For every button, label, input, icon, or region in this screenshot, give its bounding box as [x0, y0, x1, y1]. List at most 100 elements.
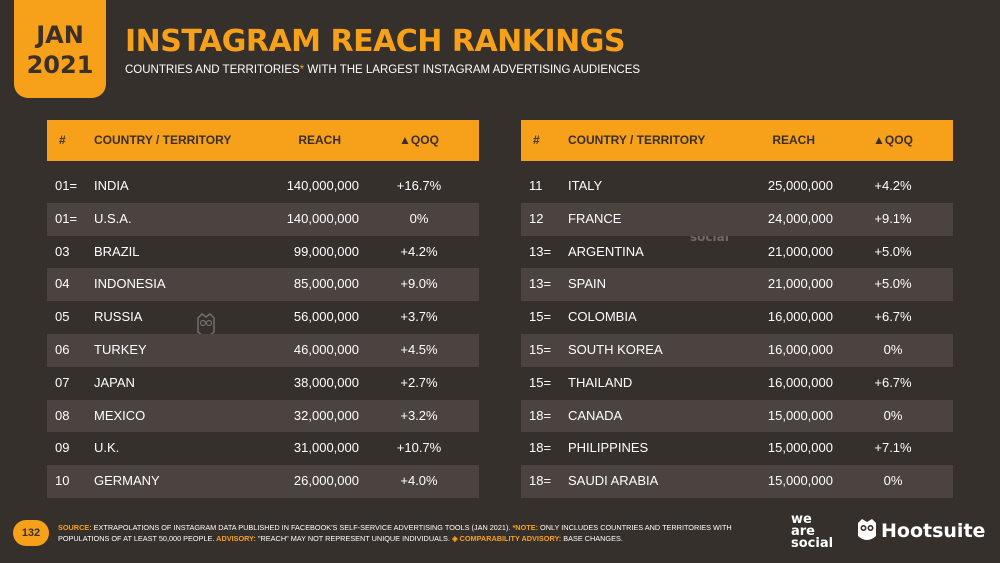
table-row: 01= INDIA 140,000,000 +16.7% [47, 170, 479, 203]
qoq-cell: +3.2% [400, 407, 438, 423]
country-cell: SAUDI ARABIA [568, 473, 659, 489]
table-body: 11 ITALY 25,000,000 +4.2% 12 FRANCE 24,000,000… [521, 170, 953, 498]
we-are-social-logo: we are social [791, 512, 834, 551]
table-row: 01= U.S.A. 140,000,000 0% [47, 202, 479, 236]
qoq-cell: +3.7% [400, 309, 438, 325]
country-cell: THAILAND [568, 374, 633, 390]
table-row: 18= SAUDI ARABIA 15,000,000 0% [521, 465, 953, 498]
qoq-cell: 0% [883, 407, 903, 423]
table-row: 09 U.K. 31,000,000 +10.7% [47, 432, 479, 465]
hootsuite-logo: Hootsuite [857, 518, 985, 544]
rank-cell: 04 [55, 276, 70, 292]
country-cell: JAPAN [94, 374, 135, 390]
owl-icon [858, 519, 876, 540]
reach-cell: 16,000,000 [767, 341, 833, 357]
rank-cell: 03 [55, 243, 70, 259]
table-header: # COUNTRY / TERRITORY REACH ▲QOQ [521, 120, 953, 161]
rank-cell: 18= [529, 440, 552, 456]
date-month: JAN [36, 21, 84, 49]
table-row: 18= CANADA 15,000,000 0% [521, 399, 953, 433]
hootsuite-wordmark: Hootsuite [881, 520, 986, 542]
table-body: 01= INDIA 140,000,000 +16.7% 01= U.S.A. 140,00… [47, 170, 479, 498]
table-row: 10 GERMANY 26,000,000 +4.0% [47, 465, 479, 498]
reach-cell: 99,000,000 [293, 243, 359, 259]
qoq-cell: +4.2% [874, 178, 912, 193]
note-label: *NOTE: [510, 523, 539, 532]
header-country: COUNTRY / TERRITORY [94, 133, 232, 147]
rank-cell: 01= [55, 210, 78, 226]
rankings-table-left: # COUNTRY / TERRITORY REACH ▲QOQ 01= INDI… [47, 120, 479, 498]
table-row: 07 JAPAN 38,000,000 +2.7% [47, 367, 479, 400]
reach-cell: 15,000,000 [767, 407, 833, 423]
qoq-cell: +6.7% [874, 374, 912, 390]
reach-cell: 21,000,000 [767, 276, 833, 292]
table-row: 06 TURKEY 46,000,000 +4.5% [47, 333, 479, 367]
reach-cell: 46,000,000 [293, 341, 359, 357]
header-qoq: ▲QOQ [873, 133, 913, 147]
rank-cell: 11 [529, 178, 543, 193]
reach-cell: 31,000,000 [293, 440, 359, 456]
country-cell: TURKEY [94, 341, 147, 357]
table-header: # COUNTRY / TERRITORY REACH ▲QOQ [47, 120, 479, 161]
table-row: 13= ARGENTINA 21,000,000 +5.0% [521, 236, 953, 269]
rank-cell: 15= [529, 309, 552, 325]
reach-cell: 21,000,000 [767, 243, 833, 259]
country-cell: RUSSIA [94, 309, 143, 325]
reach-cell: 16,000,000 [767, 374, 833, 390]
qoq-cell: +6.7% [874, 309, 912, 325]
reach-cell: 26,000,000 [293, 473, 359, 489]
note-text: ONLY INCLUDES COUNTRIES AND TERRITORIES … [58, 523, 732, 543]
reach-cell: 140,000,000 [286, 178, 359, 193]
rank-cell: 12 [529, 210, 544, 226]
country-cell: ARGENTINA [568, 243, 644, 259]
qoq-cell: +9.1% [874, 210, 912, 226]
qoq-cell: +4.2% [400, 243, 438, 259]
rank-cell: 08 [55, 407, 70, 423]
rank-cell: 09 [55, 440, 70, 456]
header-qoq: ▲QOQ [399, 133, 439, 147]
page-title: INSTAGRAM REACH RANKINGS [125, 24, 626, 59]
country-cell: SPAIN [568, 276, 607, 292]
source-text: EXTRAPOLATIONS OF INSTAGRAM DATA PUBLISH… [91, 523, 511, 532]
advisory-text: "REACH" MAY NOT REPRESENT UNIQUE INDIVID… [255, 534, 450, 543]
table-row: 12 FRANCE 24,000,000 +9.1% [521, 202, 953, 236]
header-country: COUNTRY / TERRITORY [568, 133, 706, 147]
reach-cell: 56,000,000 [293, 309, 359, 325]
page-number: 132 [13, 520, 49, 546]
table-row: 11 ITALY 25,000,000 +4.2% [521, 170, 953, 203]
country-cell: U.S.A. [94, 210, 132, 226]
table-row: 03 BRAZIL 99,000,000 +4.2% [47, 236, 479, 269]
country-cell: FRANCE [568, 210, 622, 226]
header-reach: REACH [298, 133, 341, 147]
rankings-table-right: # COUNTRY / TERRITORY REACH ▲QOQ 11 ITALY… [521, 120, 953, 498]
rank-cell: 05 [55, 309, 70, 325]
page-subtitle: COUNTRIES AND TERRITORIES* WITH THE LARG… [125, 64, 640, 76]
country-cell: SOUTH KOREA [568, 341, 663, 357]
qoq-cell: 0% [883, 341, 903, 357]
date-tab: JAN 2021 [14, 0, 106, 98]
rank-cell: 10 [55, 473, 70, 489]
qoq-cell: +5.0% [874, 276, 912, 292]
rank-cell: 13= [529, 276, 552, 292]
table-row: 15= COLOMBIA 16,000,000 +6.7% [521, 301, 953, 334]
qoq-cell: +5.0% [874, 243, 912, 259]
rank-cell: 01= [55, 178, 78, 193]
reach-cell: 16,000,000 [767, 309, 833, 325]
table-row: 04 INDONESIA 85,000,000 +9.0% [47, 268, 479, 302]
rank-cell: 13= [529, 243, 552, 259]
source-label: SOURCE: [58, 523, 92, 532]
reach-cell: 140,000,000 [286, 210, 359, 226]
country-cell: ITALY [568, 178, 603, 193]
qoq-cell: +4.0% [400, 473, 438, 489]
reach-cell: 32,000,000 [293, 407, 359, 423]
qoq-cell: +7.1% [874, 440, 912, 456]
table-row: 15= SOUTH KOREA 16,000,000 0% [521, 333, 953, 367]
table-row: 13= SPAIN 21,000,000 +5.0% [521, 268, 953, 302]
qoq-cell: 0% [883, 473, 903, 489]
country-cell: GERMANY [94, 473, 160, 489]
header-reach: REACH [772, 133, 815, 147]
country-cell: U.K. [94, 440, 120, 456]
rank-cell: 18= [529, 473, 552, 489]
rank-cell: 15= [529, 374, 552, 390]
country-cell: COLOMBIA [568, 309, 637, 325]
